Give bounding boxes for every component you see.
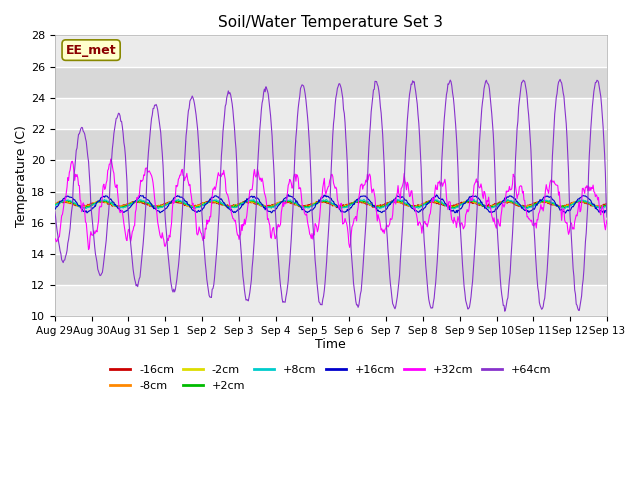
Bar: [55, 254, 607, 285]
Bar: [55, 36, 607, 67]
Bar: [55, 129, 607, 160]
Bar: [55, 285, 607, 316]
Bar: [55, 192, 607, 223]
Legend: -16cm, -8cm, -2cm, +2cm, +8cm, +16cm, +32cm, +64cm: -16cm, -8cm, -2cm, +2cm, +8cm, +16cm, +3…: [106, 361, 556, 395]
Text: EE_met: EE_met: [66, 44, 116, 57]
Title: Soil/Water Temperature Set 3: Soil/Water Temperature Set 3: [218, 15, 444, 30]
X-axis label: Time: Time: [316, 337, 346, 350]
Bar: [55, 160, 607, 192]
Bar: [55, 98, 607, 129]
Y-axis label: Temperature (C): Temperature (C): [15, 125, 28, 227]
Bar: [55, 223, 607, 254]
Bar: [55, 67, 607, 98]
